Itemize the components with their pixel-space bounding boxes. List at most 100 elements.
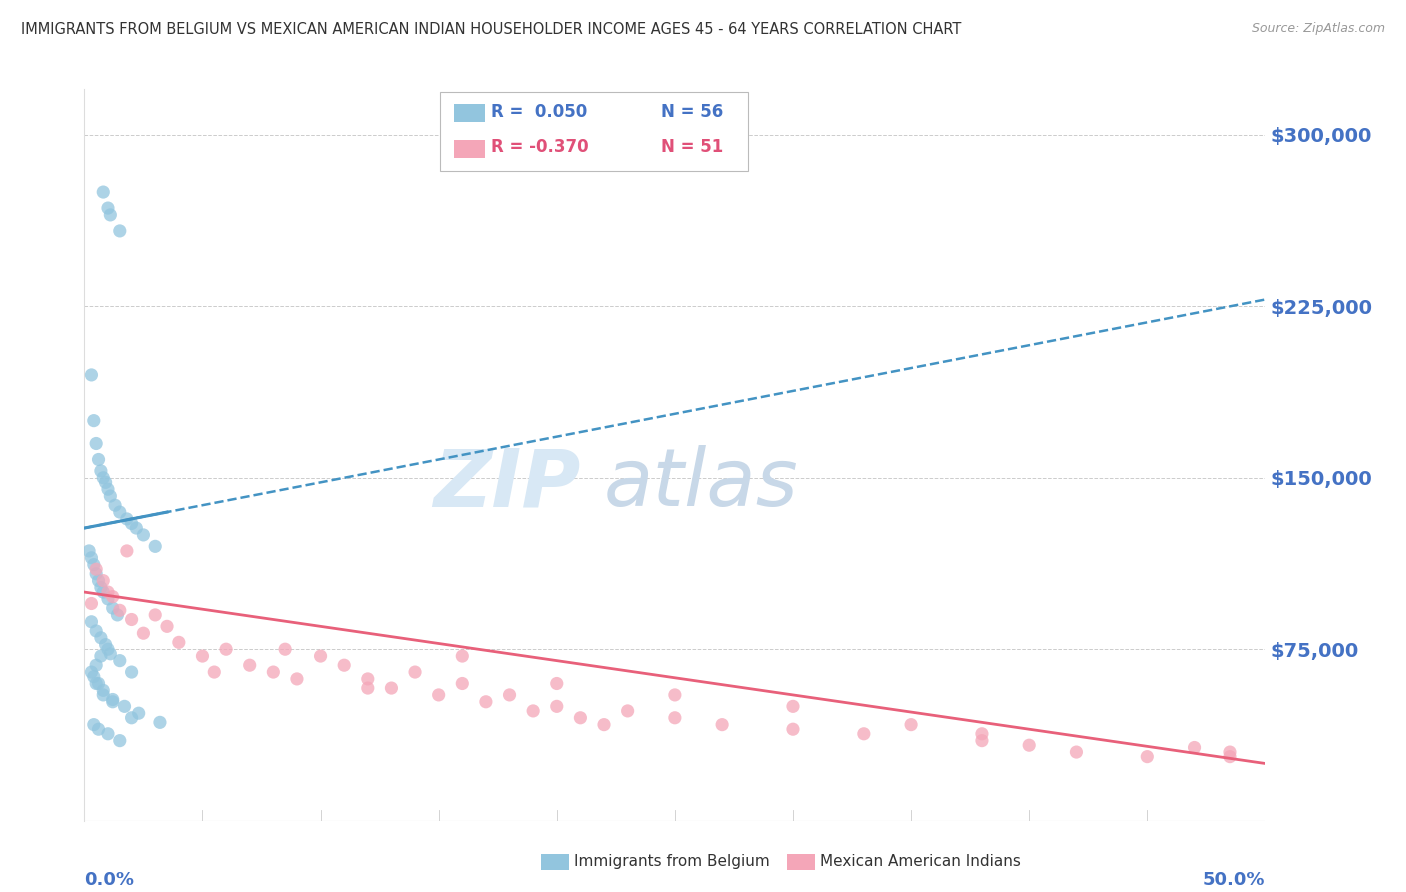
Point <box>108 654 131 668</box>
Point <box>1219 749 1241 764</box>
Point <box>664 711 686 725</box>
Point <box>664 688 686 702</box>
Point <box>91 471 114 485</box>
Point <box>215 642 238 657</box>
Point <box>546 676 568 690</box>
Text: ZIP: ZIP <box>433 445 581 524</box>
Point <box>98 208 121 222</box>
Point <box>475 695 498 709</box>
Point <box>90 464 112 478</box>
Point <box>98 489 121 503</box>
Point <box>156 619 179 633</box>
Point <box>91 185 114 199</box>
Point <box>108 224 131 238</box>
Point <box>83 558 105 572</box>
Point <box>84 436 107 450</box>
Text: N = 51: N = 51 <box>661 138 723 156</box>
Text: 50.0%: 50.0% <box>1204 871 1265 889</box>
Point <box>115 512 138 526</box>
Point <box>1066 745 1088 759</box>
Point <box>101 692 124 706</box>
Point <box>114 699 136 714</box>
Point <box>128 706 150 721</box>
Point <box>90 631 112 645</box>
Point <box>404 665 426 679</box>
Point <box>121 665 143 679</box>
Point <box>90 581 112 595</box>
Point <box>80 597 103 611</box>
Point <box>451 676 474 690</box>
Point <box>149 715 172 730</box>
Point <box>97 727 120 741</box>
Point <box>616 704 638 718</box>
Point <box>77 544 100 558</box>
Point <box>91 585 114 599</box>
Point <box>121 612 143 626</box>
Point <box>101 695 124 709</box>
Point <box>852 727 875 741</box>
Point <box>143 539 166 553</box>
Point <box>97 591 120 606</box>
Text: IMMIGRANTS FROM BELGIUM VS MEXICAN AMERICAN INDIAN HOUSEHOLDER INCOME AGES 45 - : IMMIGRANTS FROM BELGIUM VS MEXICAN AMERI… <box>21 22 962 37</box>
Point <box>87 723 110 737</box>
Point <box>357 672 380 686</box>
Point <box>202 665 225 679</box>
Point <box>94 475 117 490</box>
Point <box>125 521 148 535</box>
Y-axis label: Householder Income Ages 45 - 64 years: Householder Income Ages 45 - 64 years <box>0 317 7 593</box>
Point <box>104 498 127 512</box>
Point <box>87 452 110 467</box>
Point <box>1136 749 1159 764</box>
Point <box>593 717 616 731</box>
Point <box>84 566 107 581</box>
Text: R = -0.370: R = -0.370 <box>491 138 588 156</box>
Point <box>83 717 105 731</box>
Point <box>91 683 114 698</box>
Point <box>143 607 166 622</box>
Point <box>1018 738 1040 752</box>
Point <box>98 647 121 661</box>
Point <box>84 676 107 690</box>
Point <box>83 670 105 684</box>
Point <box>91 574 114 588</box>
Point <box>94 638 117 652</box>
Point <box>427 688 450 702</box>
Text: R =  0.050: R = 0.050 <box>491 103 586 121</box>
Text: Mexican American Indians: Mexican American Indians <box>820 855 1021 869</box>
Point <box>1184 740 1206 755</box>
Point <box>84 658 107 673</box>
Point <box>80 368 103 382</box>
Point <box>80 665 103 679</box>
Point <box>239 658 262 673</box>
Point <box>262 665 284 679</box>
Point <box>451 649 474 664</box>
Point <box>108 733 131 747</box>
Point <box>191 649 214 664</box>
Point <box>115 544 138 558</box>
Point <box>80 550 103 565</box>
Text: 0.0%: 0.0% <box>84 871 135 889</box>
Point <box>97 201 120 215</box>
Point <box>274 642 297 657</box>
Point <box>357 681 380 695</box>
Point <box>108 603 131 617</box>
Point <box>87 574 110 588</box>
Point <box>132 528 155 542</box>
Point <box>1219 745 1241 759</box>
Point <box>107 607 129 622</box>
Text: Immigrants from Belgium: Immigrants from Belgium <box>574 855 769 869</box>
Point <box>711 717 734 731</box>
Point <box>782 699 804 714</box>
Point <box>900 717 922 731</box>
Point <box>309 649 332 664</box>
Point <box>97 482 120 496</box>
Point <box>91 688 114 702</box>
Point <box>121 711 143 725</box>
Text: atlas: atlas <box>605 445 799 524</box>
Text: Source: ZipAtlas.com: Source: ZipAtlas.com <box>1251 22 1385 36</box>
Point <box>80 615 103 629</box>
Point <box>285 672 308 686</box>
Point <box>84 624 107 638</box>
Text: N = 56: N = 56 <box>661 103 723 121</box>
Point <box>84 562 107 576</box>
